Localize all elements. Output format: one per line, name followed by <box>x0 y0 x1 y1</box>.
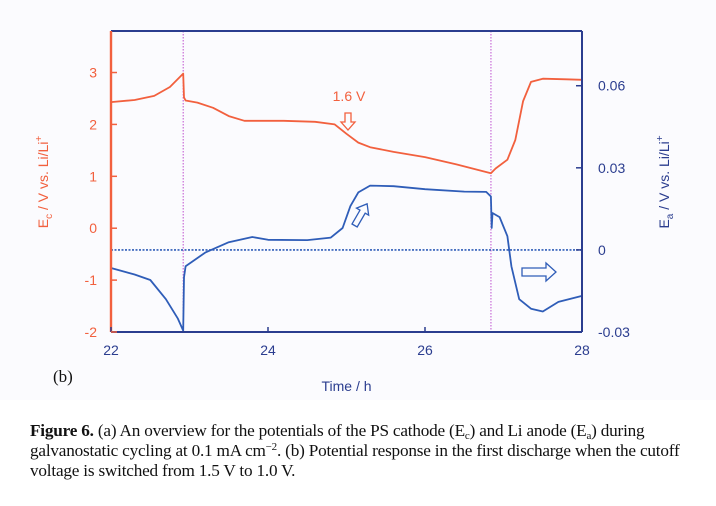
x-tick-label: 28 <box>574 342 590 358</box>
series-line-cathode <box>110 72 583 175</box>
caption-sub-c: c <box>464 430 470 442</box>
x-tick-label: 26 <box>417 342 433 358</box>
right-arrow-icon <box>521 261 557 283</box>
caption-label: Figure 6. <box>30 421 94 440</box>
chart: 22 24 26 28 -2 -1 0 1 2 3 -0.03 0 0.03 0.06 Time / h Ec… <box>34 30 676 394</box>
annotation-label: 1.6 V <box>333 88 366 104</box>
x-axis-label: Time / h <box>321 378 371 394</box>
right-y-tick-label: 0 <box>598 242 606 258</box>
right-y-tick-label: -0.03 <box>598 324 630 340</box>
left-y-tick-label: 2 <box>89 116 97 132</box>
caption-text-3: ) during galvanostatic cycling at 0.1 mA… <box>30 421 645 460</box>
right-y-tick-label: 0.06 <box>598 78 625 94</box>
caption-sup: −2 <box>265 441 278 453</box>
left-y-tick-label: -1 <box>85 272 98 288</box>
right-y-axis-label: Ea / V vs. Li/Li+ <box>655 135 676 228</box>
panel-label: (b) <box>53 367 73 386</box>
x-tick-label: 24 <box>260 342 276 358</box>
caption-text-1: (a) An overview for the potentials of th… <box>93 421 465 440</box>
down-arrow-icon <box>339 112 357 131</box>
right-y-tick-label: 0.03 <box>598 160 625 176</box>
figure-caption: Figure 6. (a) An overview for the potent… <box>30 421 700 481</box>
left-y-tick-label: -2 <box>85 324 98 340</box>
series-line-anode <box>110 184 583 332</box>
caption-sub-a: a <box>586 430 592 442</box>
caption-text-2: ) and Li anode (E <box>469 421 587 440</box>
left-y-tick-label: 3 <box>89 65 97 81</box>
left-y-tick-label: 1 <box>89 168 97 184</box>
figure-panel: 22 24 26 28 -2 -1 0 1 2 3 -0.03 0 0.03 0.06 Time / h Ec… <box>34 30 676 394</box>
up-right-arrow-icon <box>351 202 370 228</box>
left-y-axis-label: Ec / V vs. Li/Li+ <box>34 136 55 229</box>
caption-text-4: . (b) Potential response in the first di… <box>30 441 680 480</box>
left-y-tick-label: 0 <box>89 220 97 236</box>
x-tick-label: 22 <box>103 342 119 358</box>
